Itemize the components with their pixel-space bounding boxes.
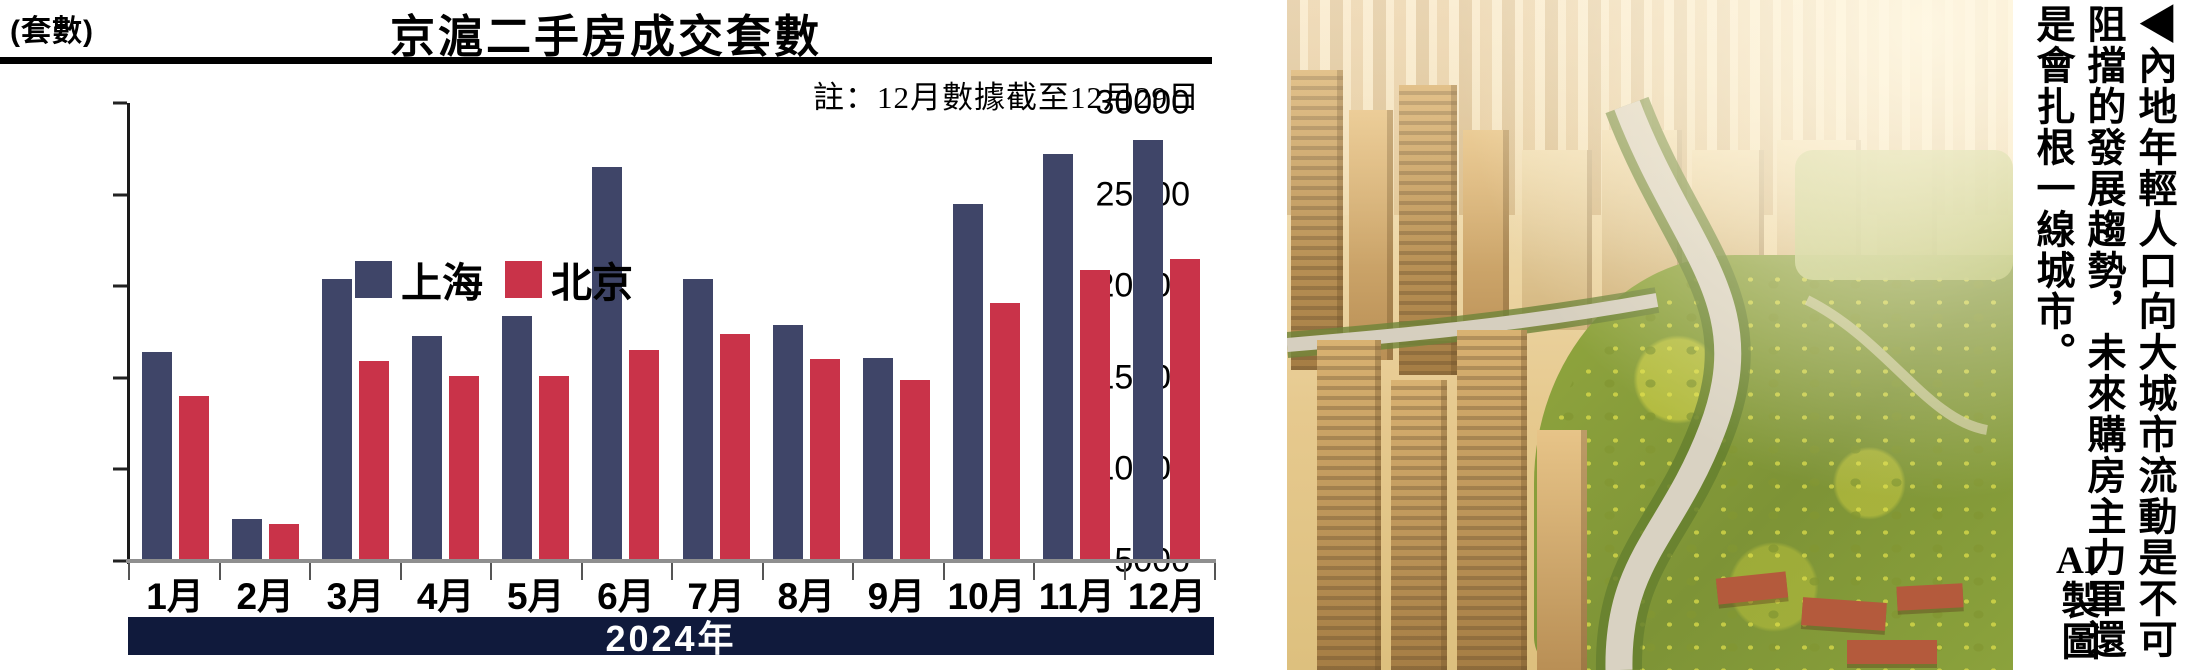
bar-北京-2月 xyxy=(268,524,299,561)
month-label: 10月 xyxy=(947,576,1026,617)
bar-group-9月 xyxy=(851,103,941,561)
bar-group-10月 xyxy=(942,103,1032,561)
month-labels: 1月 2月 3月 4月 5月 6月 7月 8月 9月 10月 11月 12月 xyxy=(130,566,1212,617)
bar-上海-3月 xyxy=(321,278,352,561)
building-block xyxy=(1457,330,1527,670)
month-label: 11月 xyxy=(1038,576,1115,617)
y-tick-mark xyxy=(113,376,127,380)
x-tick-mark xyxy=(761,563,764,580)
bar-group-2月 xyxy=(220,103,310,561)
month-label: 3月 xyxy=(326,576,385,617)
x-tick-mark xyxy=(128,563,130,580)
bar-group-6月 xyxy=(581,103,671,561)
x-axis-line xyxy=(126,559,1216,563)
y-tick-mark xyxy=(113,467,127,471)
year-banner: 2024年 xyxy=(128,617,1214,659)
bar-上海-11月 xyxy=(1043,154,1074,561)
bar-上海-6月 xyxy=(592,167,623,561)
bar-北京-12月 xyxy=(1170,258,1201,561)
red-roof xyxy=(1896,583,1964,611)
month-label: 7月 xyxy=(687,576,745,617)
month-label: 2月 xyxy=(236,576,295,617)
bar-上海-2月 xyxy=(231,518,262,561)
x-tick-mark xyxy=(942,563,945,580)
x-tick-mark xyxy=(1033,563,1035,580)
month-label: 9月 xyxy=(867,576,926,617)
legend-label: 上海 xyxy=(401,260,483,306)
caption-panel: ◀內地年輕人口向大城市流動是不可阻擋的發展趨勢，未來購房主力軍還是會扎根一線城市… xyxy=(2013,0,2186,670)
building-block xyxy=(1317,340,1381,670)
y-tick-mark xyxy=(113,559,127,563)
x-tick-mark xyxy=(490,563,492,580)
y-axis-line xyxy=(127,103,130,564)
bar-group-11月 xyxy=(1032,103,1122,561)
bar-group-12月 xyxy=(1122,103,1212,561)
x-tick-mark xyxy=(852,563,854,580)
bar-group-8月 xyxy=(761,103,851,561)
bar-group-1月 xyxy=(130,103,220,561)
bar-北京-4月 xyxy=(449,375,480,561)
x-tick-mark xyxy=(1214,563,1216,580)
month-label: 6月 xyxy=(597,576,655,617)
bar-上海-1月 xyxy=(141,352,172,561)
month-label: 4月 xyxy=(416,576,475,617)
chart-title: 京滬二手房成交套數 xyxy=(389,11,822,62)
bar-上海-9月 xyxy=(862,357,893,561)
legend-swatch xyxy=(355,260,392,298)
x-tick-mark xyxy=(309,563,311,580)
month-label: 12月 xyxy=(1127,576,1207,617)
legend-item-上海: 上海 xyxy=(355,249,483,309)
y-axis-unit-label: (套數) xyxy=(10,15,94,48)
bar-上海-12月 xyxy=(1133,139,1164,561)
y-tick-mark xyxy=(113,193,127,197)
bar-上海-5月 xyxy=(502,315,533,561)
x-tick-mark xyxy=(580,563,583,580)
legend-item-北京: 北京 xyxy=(505,249,633,309)
bar-上海-8月 xyxy=(772,324,803,561)
x-tick-mark xyxy=(399,563,402,580)
bar-北京-3月 xyxy=(358,361,389,561)
bar-北京-11月 xyxy=(1080,269,1111,561)
month-label: 1月 xyxy=(146,576,204,617)
building-block xyxy=(1391,380,1447,670)
bar-上海-10月 xyxy=(953,203,984,561)
chart-note: 註：12月數據截至12月29日 xyxy=(813,80,1200,115)
building-block xyxy=(1537,430,1587,670)
x-tick-mark xyxy=(671,563,673,580)
bar-北京-9月 xyxy=(899,379,930,561)
bar-北京-8月 xyxy=(809,359,840,561)
bar-group-5月 xyxy=(491,103,581,561)
legend-swatch xyxy=(505,260,542,298)
bar-group-7月 xyxy=(671,103,761,561)
y-tick-mark xyxy=(113,284,127,288)
bar-group-4月 xyxy=(401,103,491,561)
bar-上海-4月 xyxy=(412,335,443,561)
legend-label: 北京 xyxy=(551,260,633,306)
bar-上海-7月 xyxy=(682,278,713,561)
bars xyxy=(130,103,1212,561)
y-tick-mark xyxy=(113,101,127,105)
bar-北京-7月 xyxy=(719,333,750,561)
bar-北京-6月 xyxy=(629,350,660,561)
city-photo xyxy=(1287,0,2013,670)
x-tick-mark xyxy=(1123,563,1126,580)
chart-panel: (套數) 京滬二手房成交套數 註：12月數據截至12月29日 500010000… xyxy=(0,11,1216,659)
photo-credit: AI製圖 xyxy=(2056,541,2099,662)
bar-北京-10月 xyxy=(990,302,1021,561)
bar-北京-1月 xyxy=(178,396,209,561)
month-label: 8月 xyxy=(777,576,836,617)
y-tick-label: 30000 xyxy=(1095,83,1190,122)
bar-group-3月 xyxy=(310,103,400,561)
legend: 上海 北京 xyxy=(355,249,633,309)
x-tick-mark xyxy=(218,563,221,580)
month-label: 5月 xyxy=(506,576,565,617)
title-rule xyxy=(0,57,1212,64)
bar-北京-5月 xyxy=(539,375,570,561)
red-roof xyxy=(1847,640,1937,664)
red-roof xyxy=(1801,597,1887,631)
photo-caption: ◀內地年輕人口向大城市流動是不可阻擋的發展趨勢，未來購房主力軍還是會扎根一線城市… xyxy=(2031,4,2176,660)
